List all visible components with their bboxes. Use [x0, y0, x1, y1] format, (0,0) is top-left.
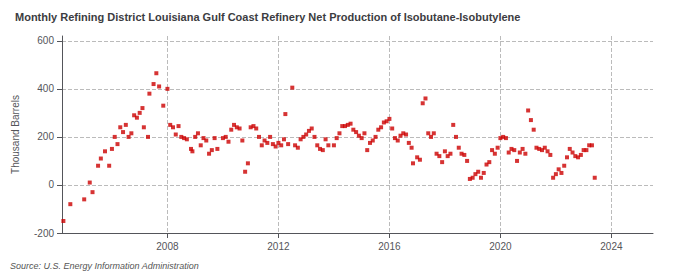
- svg-text:200: 200: [37, 131, 54, 142]
- svg-text:Monthly Refining District Loui: Monthly Refining District Louisiana Gulf…: [15, 11, 520, 23]
- svg-text:2012: 2012: [267, 241, 290, 252]
- svg-text:0: 0: [48, 179, 54, 190]
- svg-text:2020: 2020: [489, 241, 512, 252]
- svg-text:2024: 2024: [600, 241, 623, 252]
- svg-text:Thousand Barrels: Thousand Barrels: [10, 95, 21, 174]
- svg-text:2008: 2008: [156, 241, 179, 252]
- svg-text:400: 400: [37, 83, 54, 94]
- svg-text:600: 600: [37, 35, 54, 46]
- svg-text:-200: -200: [34, 228, 54, 239]
- svg-text:2016: 2016: [378, 241, 401, 252]
- svg-text:Source: U.S. Energy Informatio: Source: U.S. Energy Information Administ…: [10, 261, 199, 271]
